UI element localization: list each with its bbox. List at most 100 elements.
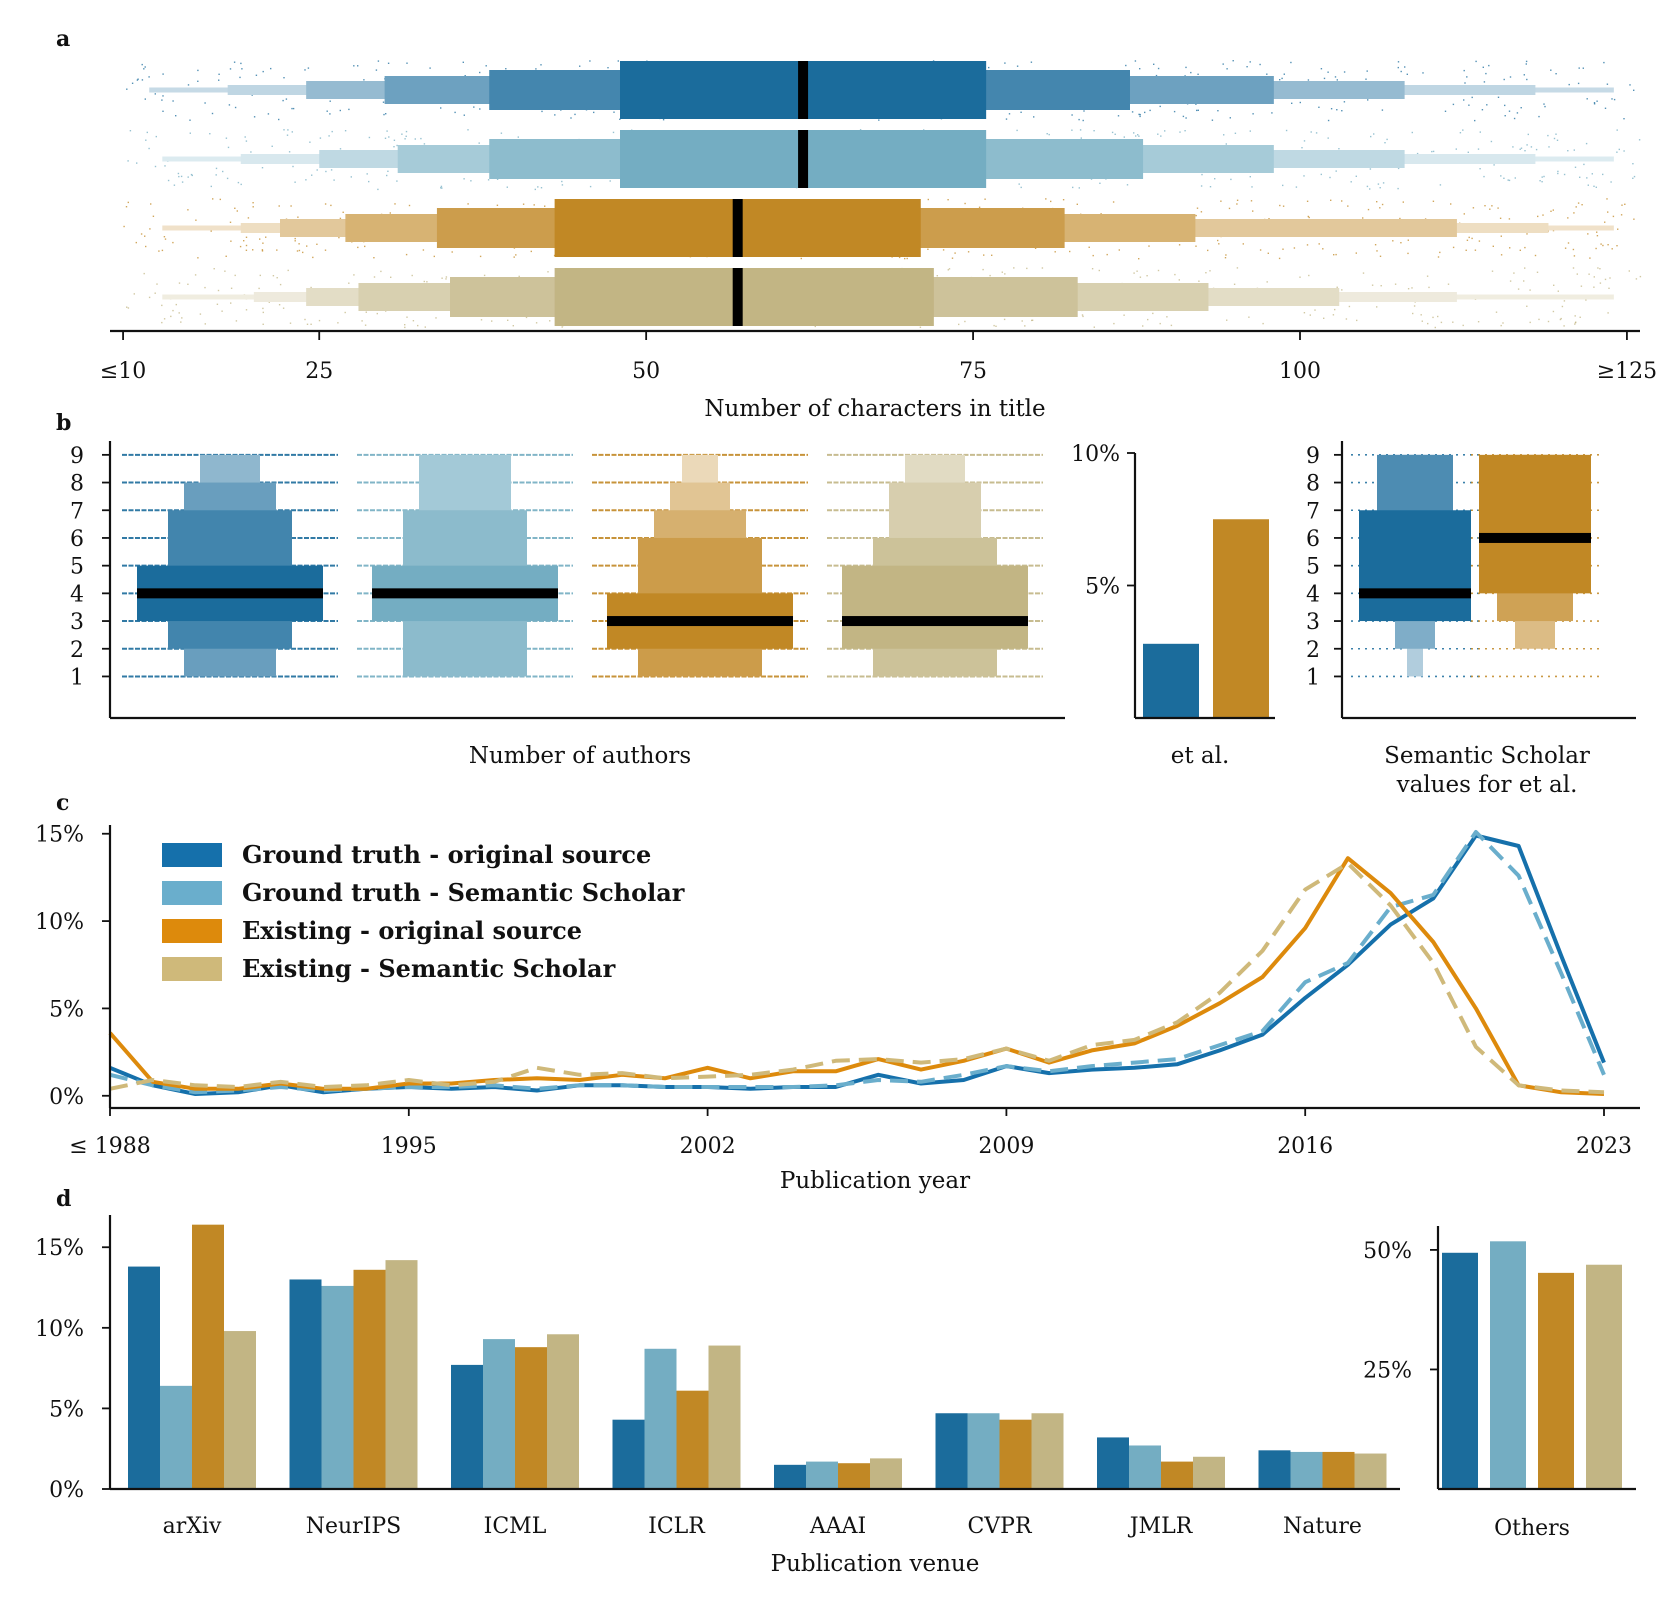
outlier-dot	[480, 319, 483, 321]
x-tick-label: ICLR	[648, 1514, 706, 1539]
outlier-dot	[589, 185, 592, 188]
outlier-dot	[1595, 186, 1597, 188]
outlier-dot	[1602, 173, 1604, 176]
outlier-dot	[282, 99, 284, 102]
outlier-dot	[405, 253, 408, 256]
outlier-dot	[445, 276, 448, 278]
y-tick-label: 3	[70, 610, 84, 635]
outlier-dot	[1217, 110, 1219, 112]
y-tick-label: 15%	[35, 823, 84, 848]
outlier-dot	[1248, 316, 1250, 318]
median-marker-existing-semantic-scholar	[842, 616, 1028, 627]
outlier-dot	[140, 233, 143, 235]
outlier-dot	[1117, 115, 1120, 117]
outlier-dot	[1407, 252, 1409, 255]
outlier-dot	[1178, 244, 1181, 246]
outlier-dot	[1466, 239, 1469, 241]
outlier-dot	[282, 307, 285, 309]
outlier-dot	[1266, 281, 1268, 283]
outlier-dot	[1164, 130, 1166, 132]
y-tick-label: 8	[70, 472, 84, 497]
outlier-dot	[296, 250, 299, 252]
outlier-dot	[964, 320, 966, 323]
outlier-dot	[1184, 130, 1186, 132]
outlier-dot	[262, 311, 264, 314]
outlier-dot	[1606, 83, 1609, 85]
bar-others-existing-original-source	[1538, 1272, 1574, 1489]
outlier-dot	[363, 79, 365, 81]
outlier-dot	[316, 243, 318, 245]
outlier-dot	[326, 110, 328, 112]
outlier-dot	[1281, 77, 1283, 80]
outlier-dot	[1400, 70, 1402, 73]
outlier-dot	[1336, 79, 1338, 81]
outlier-dot	[1249, 61, 1251, 63]
outlier-dot	[1519, 249, 1521, 251]
bar-cvpr-ground-truth-original-source	[935, 1413, 968, 1489]
outlier-dot	[441, 277, 443, 279]
outlier-dot	[1308, 216, 1310, 219]
outlier-dot	[368, 180, 370, 183]
outlier-dot	[245, 140, 248, 142]
boxen-level-ground-truth-original-source	[1359, 510, 1471, 622]
outlier-dot	[533, 204, 535, 206]
outlier-dot	[1249, 176, 1251, 178]
outlier-dot	[364, 324, 367, 326]
outlier-dot	[1578, 67, 1580, 69]
outlier-dot	[1639, 275, 1642, 278]
outlier-dot	[1196, 109, 1198, 112]
outlier-dot	[470, 180, 472, 182]
median-marker-ground-truth-original-source	[137, 588, 323, 599]
outlier-dot	[268, 301, 270, 303]
outlier-dot	[1232, 60, 1234, 62]
outlier-dot	[187, 209, 189, 211]
outlier-dot	[164, 238, 167, 240]
outlier-dot	[1593, 185, 1595, 187]
outlier-dot	[239, 245, 242, 248]
outlier-dot	[958, 323, 960, 326]
outlier-dot	[1048, 133, 1050, 136]
panel-c-x-axis-label: Publication year	[780, 1168, 970, 1194]
outlier-dot	[386, 130, 388, 132]
outlier-dot	[1160, 135, 1162, 137]
outlier-dot	[1508, 218, 1511, 220]
outlier-dot	[1595, 247, 1597, 250]
outlier-dot	[1091, 268, 1094, 270]
legend-swatch-ground-truth-original-source	[162, 843, 222, 867]
outlier-dot	[1526, 78, 1528, 81]
outlier-dot	[1462, 129, 1464, 131]
outlier-dot	[1411, 287, 1413, 289]
outlier-dot	[187, 84, 190, 86]
outlier-dot	[172, 100, 174, 102]
outlier-dot	[1555, 73, 1557, 75]
outlier-dot	[1479, 168, 1481, 170]
y-tick-label: 5	[70, 555, 84, 580]
outlier-dot	[1440, 321, 1443, 324]
outlier-dot	[613, 111, 615, 113]
outlier-dot	[513, 256, 515, 258]
outlier-dot	[318, 319, 321, 322]
outlier-dot	[1347, 205, 1349, 207]
outlier-dot	[1573, 255, 1576, 257]
outlier-dot	[290, 205, 292, 207]
outlier-dot	[1586, 98, 1588, 100]
outlier-dot	[1574, 315, 1576, 317]
outlier-dot	[1488, 64, 1490, 67]
outlier-dot	[1205, 272, 1207, 274]
outlier-dot	[1397, 167, 1400, 170]
outlier-dot	[405, 130, 408, 133]
outlier-dot	[1139, 276, 1142, 278]
outlier-dot	[240, 62, 242, 65]
outlier-dot	[991, 254, 993, 256]
outlier-dot	[1477, 321, 1480, 323]
outlier-dot	[181, 181, 184, 183]
outlier-dot	[1591, 173, 1593, 175]
outlier-dot	[496, 178, 499, 180]
legend-swatch-ground-truth-semantic-scholar	[162, 881, 222, 905]
median-marker-ground-truth-original-source	[798, 61, 809, 119]
outlier-dot	[1123, 314, 1125, 316]
outlier-dot	[1587, 184, 1589, 186]
outlier-dot	[423, 280, 425, 283]
outlier-dot	[1462, 324, 1464, 327]
outlier-dot	[212, 198, 214, 200]
